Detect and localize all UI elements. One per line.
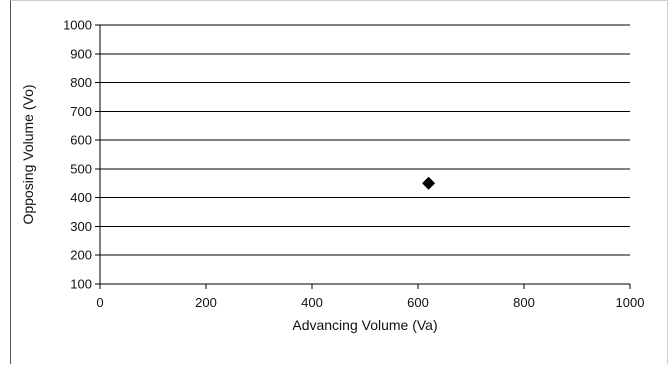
y-tick-label: 200 bbox=[70, 248, 92, 263]
y-tick-label: 300 bbox=[70, 219, 92, 234]
chart-frame: 100 200 300 400 500 600 700 800 900 1000 0 200 400 60… bbox=[10, 0, 668, 364]
y-axis-title: Opposing Volume (Vo) bbox=[20, 84, 36, 224]
x-tick-label: 400 bbox=[301, 295, 323, 310]
x-tick-label: 200 bbox=[195, 295, 217, 310]
y-tick-label: 800 bbox=[70, 75, 92, 90]
y-tick-label: 1000 bbox=[63, 18, 92, 33]
y-tick-label: 600 bbox=[70, 133, 92, 148]
axes-layer bbox=[99, 25, 630, 285]
y-tick-label: 700 bbox=[70, 104, 92, 119]
x-axis-title: Advancing Volume (Va) bbox=[292, 317, 437, 333]
ticks-layer: 100 200 300 400 500 600 700 800 900 1000 0 200 400 60… bbox=[63, 18, 644, 311]
x-tick-label: 1000 bbox=[616, 295, 645, 310]
y-tick-label: 500 bbox=[70, 161, 92, 176]
x-tick-label: 800 bbox=[513, 295, 535, 310]
chart-svg: 100 200 300 400 500 600 700 800 900 1000 0 200 400 60… bbox=[20, 18, 644, 334]
y-tick-label: 100 bbox=[70, 277, 92, 292]
y-tick-label: 900 bbox=[70, 46, 92, 61]
y-tick-label: 400 bbox=[70, 190, 92, 205]
x-tick-label: 0 bbox=[96, 295, 103, 310]
data-point-diamond bbox=[422, 176, 436, 190]
grid-layer bbox=[100, 24, 630, 256]
marks-layer bbox=[422, 176, 436, 190]
x-tick-label: 600 bbox=[407, 295, 429, 310]
